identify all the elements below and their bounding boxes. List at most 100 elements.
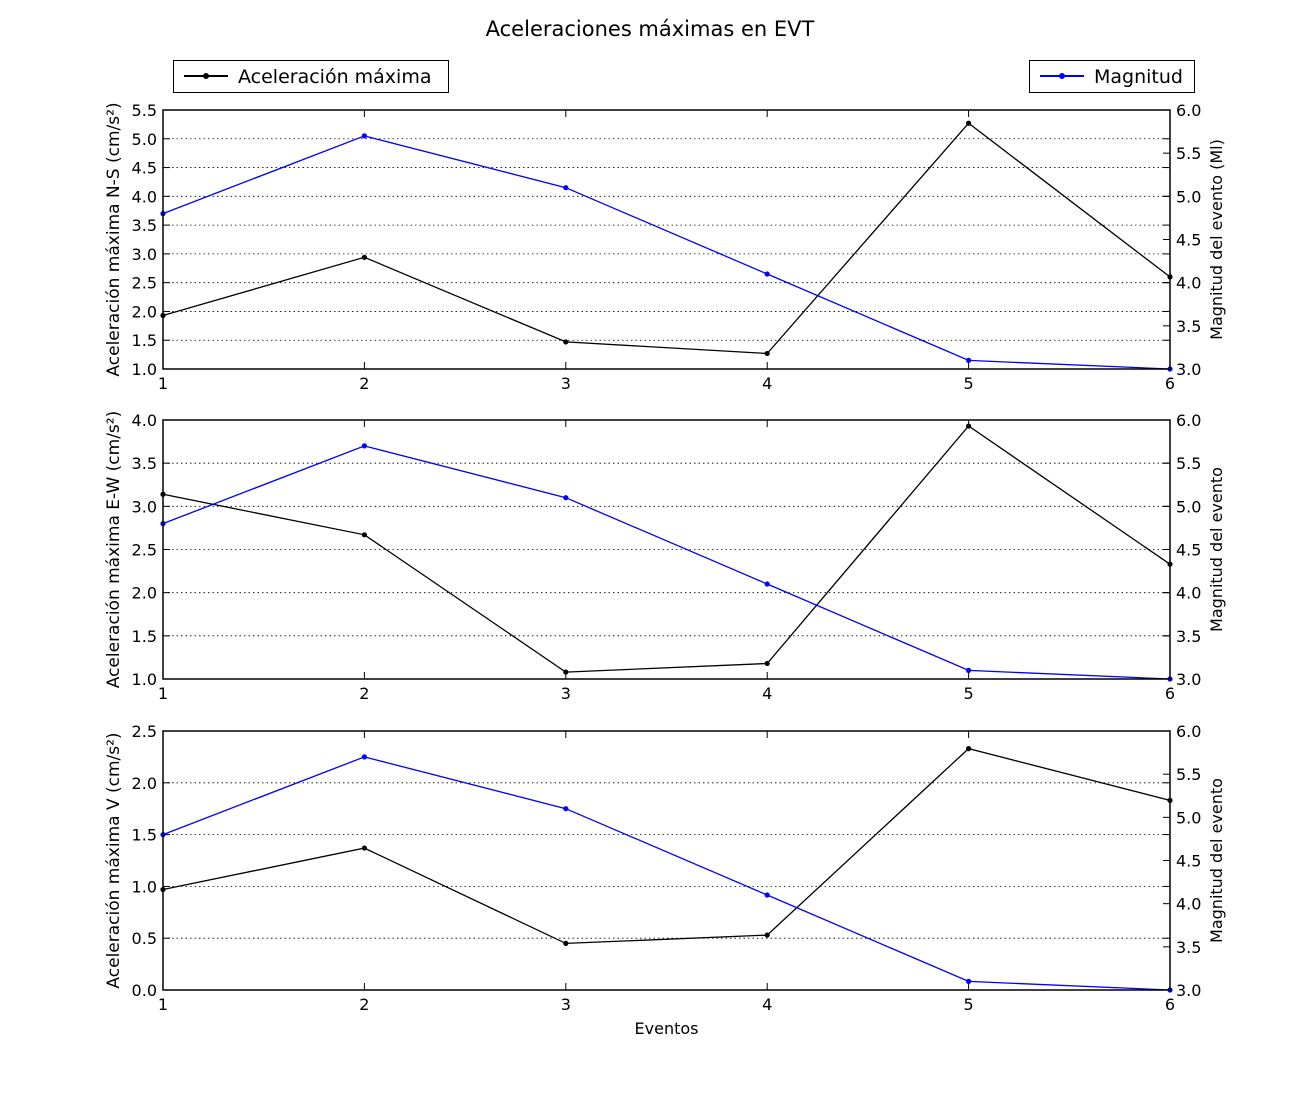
x-tick-label: 5 bbox=[964, 684, 974, 703]
y-tick-label-left: 5.5 bbox=[132, 101, 157, 120]
y-tick-label-right: 5.5 bbox=[1176, 454, 1201, 473]
x-tick-label: 1 bbox=[158, 684, 168, 703]
y-tick-label-left: 4.0 bbox=[132, 411, 157, 430]
y-tick-label-left: 2.5 bbox=[132, 274, 157, 293]
y-tick-label-left: 2.5 bbox=[132, 541, 157, 560]
y-tick-label-right: 4.0 bbox=[1176, 895, 1201, 914]
x-axis-label: Eventos bbox=[635, 1019, 699, 1038]
data-point-acceleration bbox=[361, 254, 367, 260]
panel-3: 0.0 0.5 1.0 1.5 2.0 2.5 3.0 3.5 4.0 4.5 5.0 5.5 6.0 1… bbox=[104, 722, 1226, 1014]
y-tick-label-right: 4.0 bbox=[1176, 584, 1201, 603]
data-point-magnitude bbox=[966, 978, 972, 984]
panel-2: 1.0 1.5 2.0 2.5 3.0 3.5 4.0 3.0 3.5 4.0 4.5 5.0 5.5 6… bbox=[104, 411, 1226, 703]
x-tick-label: 5 bbox=[964, 374, 974, 393]
y-tick-label-right: 4.5 bbox=[1176, 541, 1201, 560]
y-tick-label-right: 4.5 bbox=[1176, 852, 1201, 871]
y-tick-label-left: 3.0 bbox=[132, 497, 157, 516]
data-point-magnitude bbox=[361, 133, 367, 139]
data-point-acceleration bbox=[966, 423, 972, 429]
y-tick-label-right: 6.0 bbox=[1176, 722, 1201, 741]
legend-acceleration: Aceleración máxima bbox=[173, 60, 449, 93]
data-point-acceleration bbox=[361, 845, 367, 851]
y-tick-label-left: 1.0 bbox=[132, 877, 157, 896]
y-tick-label-left: 3.5 bbox=[132, 454, 157, 473]
data-point-acceleration bbox=[764, 660, 770, 667]
y-tick-label-left: 4.0 bbox=[132, 187, 157, 206]
series-line-magnitude bbox=[162, 135, 1171, 370]
y-tick-label-left: 1.0 bbox=[132, 360, 157, 379]
data-point-magnitude bbox=[966, 357, 972, 363]
data-point-magnitude bbox=[563, 806, 569, 812]
legend-magnitude: Magnitud bbox=[1029, 60, 1195, 93]
panel-1: 1.0 1.5 2.0 2.5 3.0 3.5 4.0 4.5 5.0 5.5 3.0 3.5 4.0 4… bbox=[104, 101, 1226, 393]
x-tick-label: 4 bbox=[762, 374, 772, 393]
data-point-acceleration bbox=[563, 940, 569, 946]
y-tick-label-left: 1.0 bbox=[132, 670, 157, 689]
y-tick-label-right: 5.0 bbox=[1176, 497, 1201, 516]
y-tick-label-left: 3.5 bbox=[132, 216, 157, 235]
x-tick-label: 2 bbox=[359, 374, 369, 393]
y-tick-label-right: 3.0 bbox=[1176, 670, 1201, 689]
y-tick-label-right: 5.5 bbox=[1176, 144, 1201, 163]
legend-magnitude-line-icon bbox=[1040, 60, 1084, 93]
x-tick-label: 2 bbox=[359, 995, 369, 1014]
y-tick-label-left: 0.5 bbox=[132, 929, 157, 948]
data-point-acceleration bbox=[966, 120, 972, 126]
y-tick-label-right: 6.0 bbox=[1176, 411, 1201, 430]
x-tick-label: 4 bbox=[762, 995, 772, 1014]
x-tick-label: 6 bbox=[1165, 995, 1175, 1014]
data-point-acceleration bbox=[966, 746, 972, 752]
y-axis-label-left: Aceleración máxima V (cm/s²) bbox=[104, 732, 124, 988]
y-tick-label-right: 6.0 bbox=[1176, 101, 1201, 120]
data-point-acceleration bbox=[764, 350, 770, 357]
data-point-acceleration bbox=[361, 532, 367, 538]
plot-frame bbox=[162, 419, 1171, 680]
data-point-magnitude bbox=[764, 892, 770, 898]
series-line-magnitude bbox=[162, 445, 1171, 680]
y-tick-label-right: 5.0 bbox=[1176, 187, 1201, 206]
x-tick-label: 3 bbox=[561, 995, 571, 1014]
y-tick-label-left: 1.5 bbox=[132, 627, 157, 646]
series-line-acceleration bbox=[162, 425, 1171, 673]
x-tick-label: 1 bbox=[158, 995, 168, 1014]
data-point-magnitude bbox=[966, 667, 972, 673]
y-axis-label-left: Aceleración máxima E-W (cm/s²) bbox=[104, 411, 124, 689]
y-tick-label-left: 1.5 bbox=[132, 826, 157, 845]
x-tick-label: 1 bbox=[158, 374, 168, 393]
legend-acceleration-line-icon bbox=[184, 60, 228, 93]
y-tick-label-left: 5.0 bbox=[132, 130, 157, 149]
plot-frame bbox=[162, 109, 1171, 370]
data-point-magnitude bbox=[764, 581, 770, 587]
y-tick-label-left: 2.0 bbox=[132, 302, 157, 321]
y-tick-label-right: 5.0 bbox=[1176, 808, 1201, 827]
data-point-acceleration bbox=[764, 932, 770, 938]
data-point-magnitude bbox=[361, 754, 367, 760]
x-tick-label: 3 bbox=[561, 684, 571, 703]
series-line-acceleration bbox=[162, 122, 1171, 355]
y-tick-label-left: 2.5 bbox=[132, 722, 157, 741]
y-tick-label-right: 4.0 bbox=[1176, 274, 1201, 293]
data-point-magnitude bbox=[563, 185, 569, 191]
data-point-acceleration bbox=[563, 669, 569, 675]
y-axis-label-right: Magnitud del evento (Ml) bbox=[1207, 139, 1226, 340]
series-line-magnitude bbox=[162, 756, 1171, 991]
y-tick-label-left: 1.5 bbox=[132, 331, 157, 350]
chart-title: Aceleraciones máximas en EVT bbox=[485, 17, 815, 41]
data-point-magnitude bbox=[361, 443, 367, 449]
data-point-acceleration bbox=[563, 339, 569, 345]
y-tick-label-right: 5.5 bbox=[1176, 765, 1201, 784]
y-axis-label-right: Magnitud del evento bbox=[1207, 467, 1226, 632]
y-tick-label-left: 4.5 bbox=[132, 159, 157, 178]
y-tick-label-right: 3.0 bbox=[1176, 360, 1201, 379]
y-tick-label-right: 3.5 bbox=[1176, 938, 1201, 957]
x-tick-label: 3 bbox=[561, 374, 571, 393]
y-axis-label-right: Magnitud del evento bbox=[1207, 778, 1226, 943]
x-tick-label: 5 bbox=[964, 995, 974, 1014]
legend-magnitude-label: Magnitud bbox=[1094, 65, 1183, 88]
y-axis-label-left: Aceleración máxima N-S (cm/s²) bbox=[104, 102, 124, 376]
x-tick-label: 6 bbox=[1165, 684, 1175, 703]
y-tick-label-left: 0.0 bbox=[132, 981, 157, 1000]
y-tick-label-right: 3.0 bbox=[1176, 981, 1201, 1000]
plot-frame bbox=[162, 730, 1171, 991]
